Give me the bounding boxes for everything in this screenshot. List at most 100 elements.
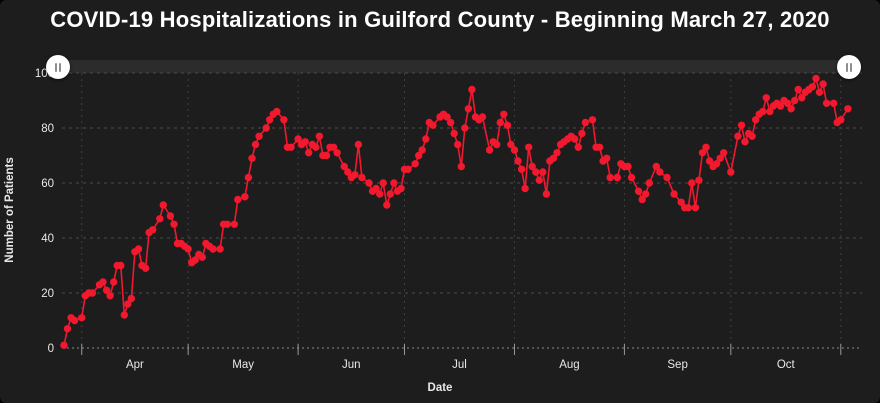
data-point[interactable] [613, 173, 621, 182]
data-point[interactable] [78, 314, 86, 322]
data-point[interactable] [305, 149, 313, 157]
data-point[interactable] [539, 168, 547, 176]
data-point[interactable] [603, 154, 611, 162]
data-point[interactable] [688, 179, 696, 187]
data-point[interactable] [404, 165, 412, 173]
data-point[interactable] [510, 146, 519, 154]
data-point[interactable] [783, 99, 792, 108]
data-point[interactable] [390, 179, 398, 187]
data-point[interactable] [354, 140, 363, 149]
data-point[interactable] [478, 113, 487, 121]
data-point[interactable] [642, 190, 650, 198]
data-point[interactable] [762, 94, 770, 102]
data-point[interactable] [333, 149, 341, 157]
data-point[interactable] [798, 94, 806, 102]
data-point[interactable] [766, 107, 774, 116]
data-point[interactable] [791, 96, 799, 105]
data-point[interactable] [812, 74, 820, 83]
data-point[interactable] [691, 204, 700, 212]
data-point[interactable] [120, 311, 128, 319]
data-point[interactable] [535, 176, 543, 184]
data-point[interactable] [191, 256, 199, 264]
data-point[interactable] [493, 140, 501, 149]
data-point[interactable] [383, 201, 391, 209]
data-point[interactable] [496, 118, 504, 127]
data-point[interactable] [737, 121, 746, 129]
data-point[interactable] [734, 132, 742, 140]
data-point[interactable] [578, 129, 586, 138]
data-point[interactable] [365, 179, 373, 187]
data-point[interactable] [280, 116, 288, 124]
data-point[interactable] [634, 187, 643, 195]
data-point[interactable] [517, 165, 526, 173]
data-point[interactable] [663, 173, 671, 182]
data-point[interactable] [358, 173, 366, 182]
data-point[interactable] [830, 99, 838, 108]
data-point[interactable] [656, 168, 664, 176]
data-point[interactable] [461, 124, 469, 132]
data-point[interactable] [571, 135, 579, 143]
data-point[interactable] [712, 160, 721, 168]
data-point[interactable] [450, 129, 458, 138]
data-point[interactable] [808, 83, 817, 91]
data-point[interactable] [670, 190, 678, 198]
data-point[interactable] [844, 105, 852, 113]
data-point[interactable] [574, 143, 582, 151]
data-point[interactable] [216, 245, 224, 253]
data-point[interactable] [386, 190, 394, 198]
data-point[interactable] [720, 149, 728, 157]
data-point[interactable] [329, 143, 338, 151]
data-point[interactable] [645, 179, 653, 187]
data-point[interactable] [485, 146, 494, 154]
data-point[interactable] [503, 121, 512, 129]
data-point[interactable] [102, 286, 111, 294]
data-point[interactable] [457, 162, 465, 171]
range-slider-track[interactable] [58, 60, 849, 73]
data-point[interactable] [549, 154, 558, 162]
data-point[interactable] [677, 198, 685, 206]
data-point[interactable] [624, 162, 632, 171]
data-point[interactable] [454, 140, 462, 149]
data-point[interactable] [63, 325, 72, 333]
data-point[interactable] [60, 341, 68, 349]
data-point[interactable] [110, 278, 118, 286]
data-point[interactable] [376, 190, 384, 198]
data-point[interactable] [581, 118, 590, 127]
data-point[interactable] [507, 140, 515, 149]
data-point[interactable] [322, 151, 331, 160]
data-point[interactable] [159, 201, 167, 209]
range-slider-handle-end[interactable] [837, 55, 861, 79]
data-point[interactable] [273, 107, 281, 116]
data-point[interactable] [294, 135, 302, 143]
data-point[interactable] [124, 300, 132, 308]
data-point[interactable] [149, 226, 157, 234]
data-point[interactable] [266, 116, 274, 124]
data-point[interactable] [652, 162, 660, 171]
data-point[interactable] [443, 113, 451, 121]
data-point[interactable] [241, 193, 249, 201]
data-point[interactable] [340, 162, 348, 171]
data-point[interactable] [184, 245, 192, 253]
data-point[interactable] [255, 132, 263, 140]
range-slider-handle-start[interactable] [46, 55, 70, 79]
data-point[interactable] [553, 149, 561, 157]
data-point[interactable] [815, 88, 824, 97]
data-point[interactable] [251, 140, 260, 149]
data-point[interactable] [99, 278, 107, 286]
data-point[interactable] [166, 212, 175, 220]
data-point[interactable] [794, 85, 802, 94]
data-point[interactable] [170, 220, 178, 228]
data-point[interactable] [638, 195, 646, 204]
data-point[interactable] [748, 132, 756, 140]
data-point[interactable] [315, 132, 324, 140]
data-point[interactable] [698, 149, 707, 157]
data-point[interactable] [344, 168, 352, 176]
data-point[interactable] [514, 157, 522, 165]
data-point[interactable] [595, 143, 604, 151]
data-point[interactable] [464, 105, 473, 113]
data-point[interactable] [521, 184, 529, 193]
data-point[interactable] [312, 143, 320, 151]
data-point[interactable] [106, 292, 114, 300]
data-point[interactable] [532, 168, 540, 176]
data-point[interactable] [415, 151, 423, 160]
